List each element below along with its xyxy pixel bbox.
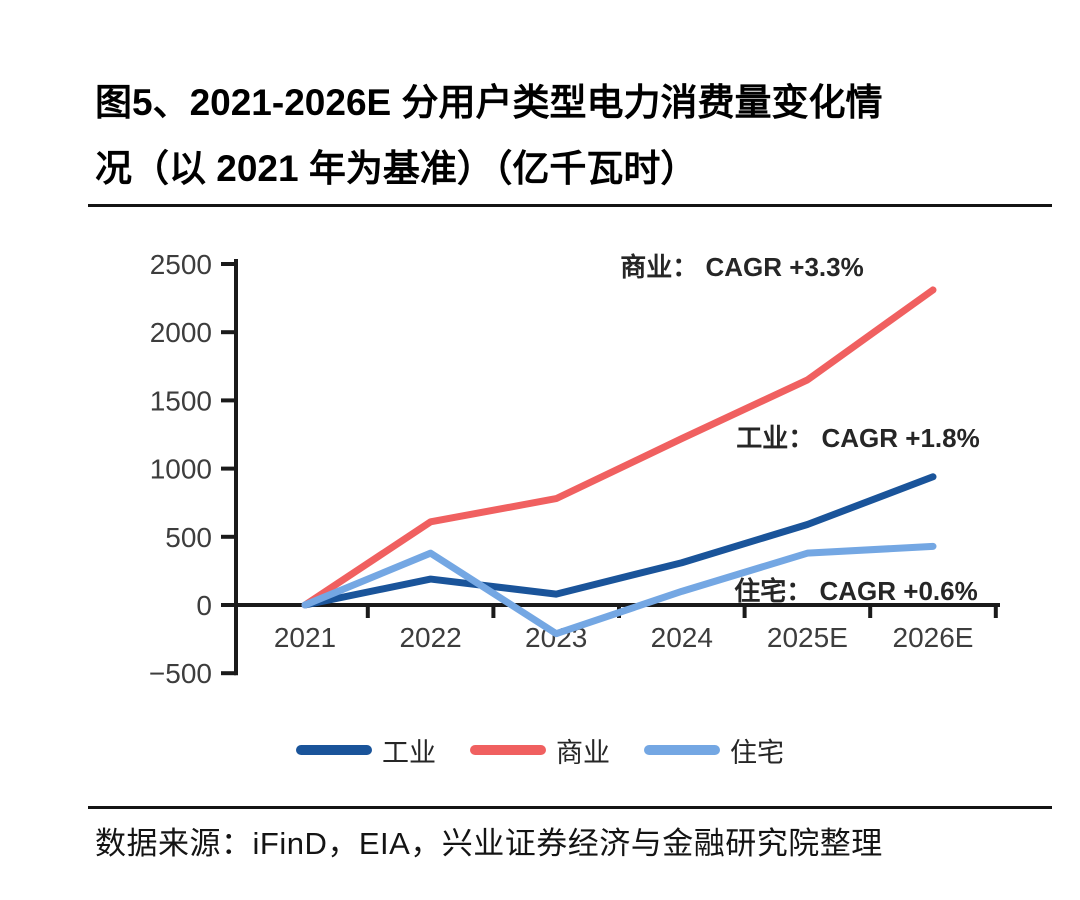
y-tick-label: 1500 — [150, 385, 212, 416]
x-tick-label: 2025E — [767, 622, 848, 653]
legend-swatch-commercial — [470, 745, 546, 755]
y-tick-label: 2500 — [150, 249, 212, 280]
legend-label-residential: 住宅 — [730, 737, 784, 768]
legend-item-residential: 住宅 — [644, 731, 784, 770]
legend-item-industrial: 工业 — [296, 731, 436, 770]
legend-label-industrial: 工业 — [382, 737, 436, 768]
y-tick-label: 1000 — [150, 454, 212, 485]
legend-swatch-industrial — [296, 745, 372, 755]
cagr-annotation-0: 商业： CAGR +3.3% — [620, 252, 863, 282]
y-tick-label: 500 — [165, 522, 212, 553]
source-divider — [88, 806, 1052, 809]
legend-item-commercial: 商业 — [470, 731, 610, 770]
title-divider — [88, 204, 1052, 207]
x-tick-label: 2022 — [399, 622, 461, 653]
figure-title: 图5、2021-2026E 分用户类型电力消费量变化情 况（以 2021 年为基… — [95, 70, 1070, 202]
series-line-residential — [301, 542, 937, 638]
figure-title-line-1: 图5、2021-2026E 分用户类型电力消费量变化情 — [95, 82, 883, 123]
x-tick-label: 2021 — [274, 622, 336, 653]
source-text: 数据来源：iFinD，EIA，兴业证券经济与金融研究院整理 — [95, 826, 883, 861]
series-line-commercial — [301, 286, 937, 609]
figure-title-line-2: 况（以 2021 年为基准）（亿千瓦时） — [95, 148, 698, 189]
series-line-industrial — [301, 473, 937, 609]
legend: 工业 商业 住宅 — [0, 730, 1080, 770]
x-tick-label: 2026E — [893, 622, 974, 653]
legend-swatch-residential — [644, 745, 720, 755]
y-tick-label: 2000 — [150, 317, 212, 348]
y-tick-label: −500 — [149, 658, 212, 689]
cagr-annotation-1: 工业： CAGR +1.8% — [736, 423, 979, 453]
cagr-annotation-2: 住宅： CAGR +0.6% — [734, 576, 977, 606]
x-tick-label: 2024 — [651, 622, 713, 653]
y-tick-label: 0 — [196, 590, 212, 621]
legend-label-commercial: 商业 — [556, 737, 610, 768]
